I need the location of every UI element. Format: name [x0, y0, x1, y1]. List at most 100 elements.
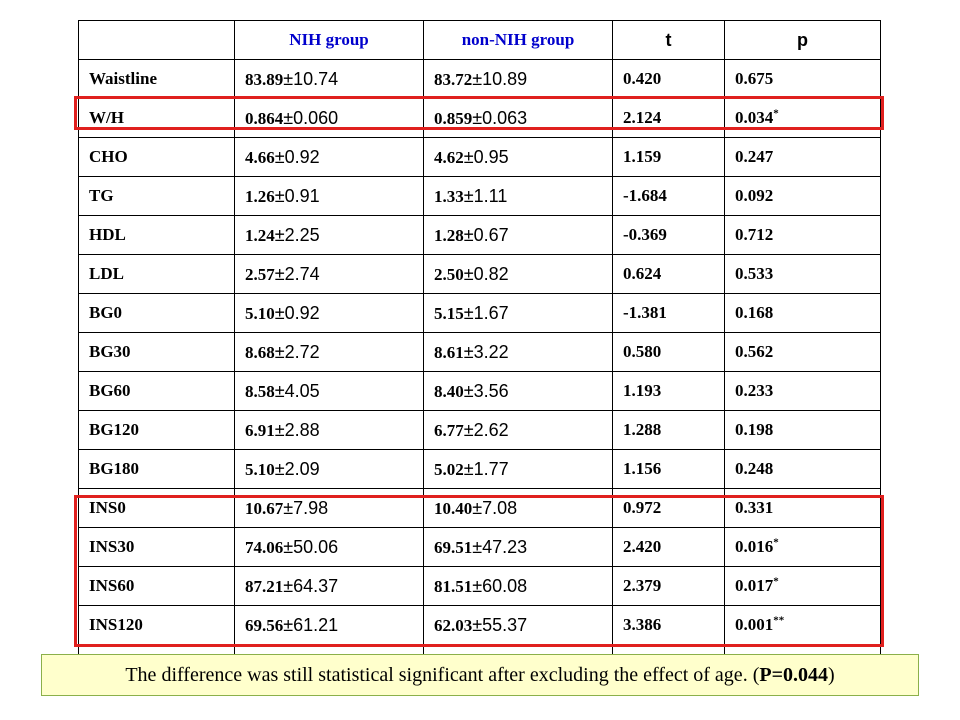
- row-label: BG60: [78, 371, 235, 411]
- nih-value: 1.26±0.91: [234, 176, 424, 216]
- nih-mean: 4.66: [245, 147, 275, 167]
- nih-sd: ±7.98: [283, 497, 329, 518]
- non-nih-mean: 81.51: [434, 576, 473, 596]
- p-cell: 0.712: [724, 215, 881, 255]
- table-row: CHO 4.66±0.92 4.62±0.95 1.159 0.247: [78, 137, 881, 177]
- table-row: INS120 69.56±61.21 62.03±55.37 3.386 0.001**: [78, 605, 881, 645]
- non-nih-sd: ±1.11: [463, 185, 508, 206]
- p-value: 0.001: [735, 615, 774, 634]
- nih-sd: ±0.060: [283, 107, 339, 128]
- non-nih-mean: 5.02: [434, 459, 464, 479]
- p-value: 0.168: [735, 303, 774, 322]
- t-value: 1.193: [612, 371, 725, 411]
- header-p: p: [724, 20, 881, 60]
- row-label: BG180: [78, 449, 235, 489]
- t-value: -1.684: [612, 176, 725, 216]
- row-label: INS60: [78, 566, 235, 606]
- non-nih-value: 5.15±1.67: [423, 293, 613, 333]
- non-nih-sd: ±3.56: [463, 380, 509, 401]
- p-value: 0.248: [735, 459, 774, 478]
- nih-sd: ±2.25: [274, 224, 320, 245]
- p-cell: 0.016*: [724, 527, 881, 567]
- row-label: HDL: [78, 215, 235, 255]
- nih-value: 5.10±2.09: [234, 449, 424, 489]
- non-nih-value: 5.02±1.77: [423, 449, 613, 489]
- non-nih-value: 81.51±60.08: [423, 566, 613, 606]
- nih-sd: ±64.37: [283, 575, 339, 596]
- nih-value: 8.68±2.72: [234, 332, 424, 372]
- t-value: 3.386: [612, 605, 725, 645]
- table-row: BG180 5.10±2.09 5.02±1.77 1.156 0.248: [78, 449, 881, 489]
- nih-mean: 5.10: [245, 303, 275, 323]
- non-nih-mean: 83.72: [434, 69, 473, 89]
- table-row: HDL 1.24±2.25 1.28±0.67 -0.369 0.712: [78, 215, 881, 255]
- p-value: 0.247: [735, 147, 774, 166]
- non-nih-mean: 10.40: [434, 498, 473, 518]
- p-value: 0.331: [735, 498, 774, 517]
- p-value: 0.198: [735, 420, 774, 439]
- nih-sd: ±61.21: [283, 614, 339, 635]
- p-cell: 0.198: [724, 410, 881, 450]
- row-label: TG: [78, 176, 235, 216]
- non-nih-mean: 62.03: [434, 615, 473, 635]
- significance-marker: *: [773, 536, 779, 549]
- nih-value: 74.06±50.06: [234, 527, 424, 567]
- t-value: -0.369: [612, 215, 725, 255]
- nih-mean: 5.10: [245, 459, 275, 479]
- p-cell: 0.233: [724, 371, 881, 411]
- nih-value: 10.67±7.98: [234, 488, 424, 528]
- non-nih-sd: ±0.67: [463, 224, 509, 245]
- p-cell: 0.034*: [724, 98, 881, 138]
- non-nih-value: 2.50±0.82: [423, 254, 613, 294]
- footnote-box: The difference was still statistical sig…: [41, 654, 919, 696]
- table-row: BG120 6.91±2.88 6.77±2.62 1.288 0.198: [78, 410, 881, 450]
- non-nih-value: 10.40±7.08: [423, 488, 613, 528]
- non-nih-sd: ±60.08: [472, 575, 528, 596]
- non-nih-mean: 5.15: [434, 303, 464, 323]
- p-value: 0.533: [735, 264, 774, 283]
- nih-value: 6.91±2.88: [234, 410, 424, 450]
- p-cell: 0.562: [724, 332, 881, 372]
- nih-sd: ±0.92: [274, 146, 320, 167]
- row-label: W/H: [78, 98, 235, 138]
- non-nih-mean: 6.77: [434, 420, 464, 440]
- non-nih-sd: ±1.77: [463, 458, 509, 479]
- nih-value: 87.21±64.37: [234, 566, 424, 606]
- t-value: 0.420: [612, 59, 725, 99]
- non-nih-mean: 69.51: [434, 537, 473, 557]
- row-label: BG30: [78, 332, 235, 372]
- p-value: 0.675: [735, 69, 774, 88]
- nih-sd: ±10.74: [283, 68, 339, 89]
- p-value: 0.562: [735, 342, 774, 361]
- non-nih-mean: 8.61: [434, 342, 464, 362]
- non-nih-value: 8.40±3.56: [423, 371, 613, 411]
- nih-mean: 87.21: [245, 576, 284, 596]
- nih-value: 0.864±0.060: [234, 98, 424, 138]
- p-cell: 0.247: [724, 137, 881, 177]
- nih-mean: 74.06: [245, 537, 284, 557]
- nih-sd: ±0.91: [274, 185, 320, 206]
- non-nih-mean: 2.50: [434, 264, 464, 284]
- header-empty: [78, 20, 235, 60]
- table-body: Waistline 83.89±10.74 83.72±10.89 0.420 0.67…: [78, 59, 881, 684]
- row-label: Waistline: [78, 59, 235, 99]
- table-row: LDL 2.57±2.74 2.50±0.82 0.624 0.533: [78, 254, 881, 294]
- p-value: 0.017: [735, 576, 774, 595]
- t-value: 0.624: [612, 254, 725, 294]
- header-nih-group: NIH group: [234, 20, 424, 60]
- t-value: 0.972: [612, 488, 725, 528]
- t-value: 1.159: [612, 137, 725, 177]
- statistics-table: NIH group non-NIH group t p Waistline 83.…: [78, 20, 881, 684]
- t-value: 2.379: [612, 566, 725, 606]
- non-nih-value: 62.03±55.37: [423, 605, 613, 645]
- table-row: BG60 8.58±4.05 8.40±3.56 1.193 0.233: [78, 371, 881, 411]
- non-nih-value: 6.77±2.62: [423, 410, 613, 450]
- t-value: 2.124: [612, 98, 725, 138]
- p-value: 0.712: [735, 225, 774, 244]
- non-nih-sd: ±47.23: [472, 536, 528, 557]
- row-label: LDL: [78, 254, 235, 294]
- table-row: BG30 8.68±2.72 8.61±3.22 0.580 0.562: [78, 332, 881, 372]
- nih-mean: 83.89: [245, 69, 284, 89]
- nih-value: 5.10±0.92: [234, 293, 424, 333]
- non-nih-value: 8.61±3.22: [423, 332, 613, 372]
